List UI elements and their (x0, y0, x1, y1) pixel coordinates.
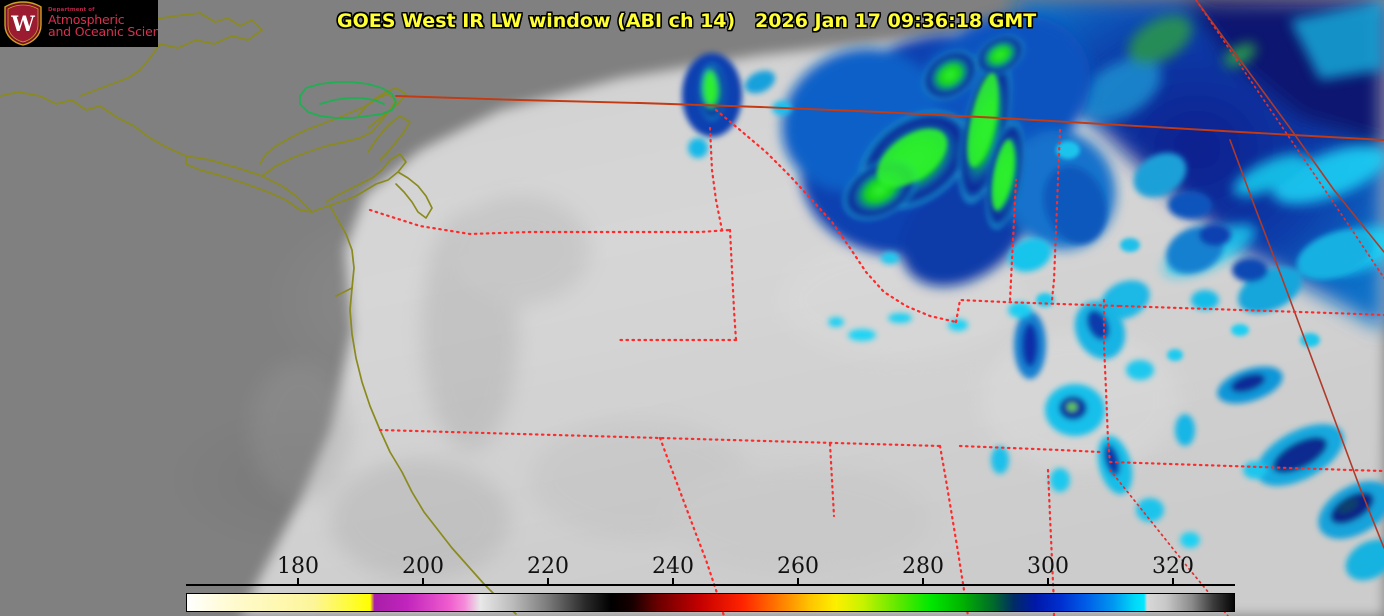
colorbar-tick-label: 240 (652, 554, 694, 579)
colorbar-tick-label: 180 (277, 554, 319, 579)
colorbar-axis-line (186, 584, 1235, 586)
colorbar-tick-mark (1047, 578, 1049, 585)
page-title: GOES West IR LW window (ABI ch 14) 2026 … (337, 10, 1037, 32)
colorbar-group: 180 200 220 240 260 280 300 320 (0, 548, 1384, 616)
uw-crest-icon: W (3, 1, 43, 46)
colorbar-tick-mark (297, 578, 299, 585)
colorbar-gradient (187, 594, 1234, 611)
colorbar-tick-labels: 180 200 220 240 260 280 300 320 (0, 548, 1384, 582)
uw-madison-aos-logo: W Department of Atmospheric and Oceanic … (0, 0, 158, 47)
colorbar-tick-label: 220 (527, 554, 569, 579)
logo-line-2: and Oceanic Sciences (48, 24, 158, 40)
colorbar-tick-mark (422, 578, 424, 585)
brightness-temperature-colorbar (186, 593, 1235, 612)
logo-line-1: Atmospheric (48, 11, 125, 27)
colorbar-tick-label: 300 (1027, 554, 1069, 579)
colorbar-tick-mark (922, 578, 924, 585)
colorbar-tick-label: 320 (1152, 554, 1194, 579)
svg-text:W: W (10, 11, 35, 36)
colorbar-tick-label: 260 (777, 554, 819, 579)
colorbar-tick-label: 200 (402, 554, 444, 579)
logo-department-line: Department of (48, 6, 95, 13)
colorbar-tick-label: 280 (902, 554, 944, 579)
colorbar-tick-mark (1172, 578, 1174, 585)
colorbar-tick-mark (547, 578, 549, 585)
colorbar-tick-mark (672, 578, 674, 585)
colorbar-tick-mark (797, 578, 799, 585)
